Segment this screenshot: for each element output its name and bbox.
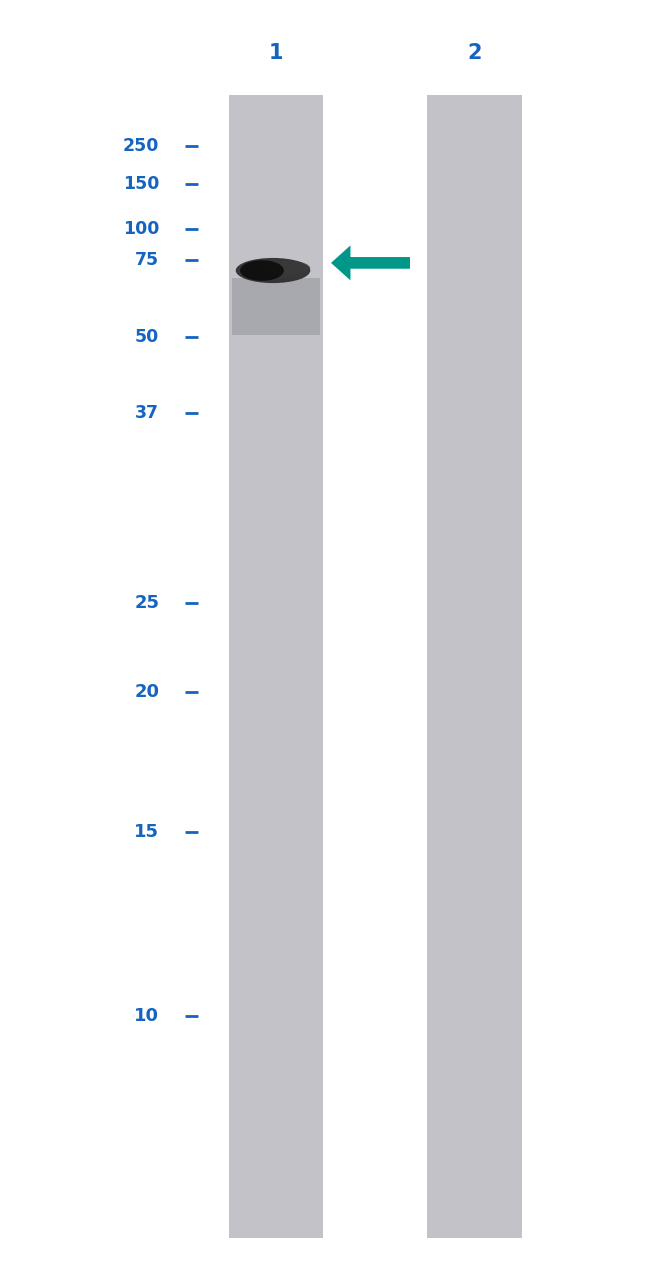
Text: 37: 37 (135, 404, 159, 422)
Bar (428, 95, 521, 1238)
Text: 50: 50 (135, 328, 159, 345)
Text: 250: 250 (123, 137, 159, 155)
Text: 20: 20 (135, 683, 159, 701)
Bar (229, 95, 324, 1238)
Ellipse shape (236, 258, 310, 283)
Text: 15: 15 (135, 823, 159, 841)
Bar (233, 278, 320, 335)
Ellipse shape (262, 260, 310, 276)
Text: 10: 10 (135, 1007, 159, 1025)
Text: 25: 25 (135, 594, 159, 612)
Text: 1: 1 (269, 43, 283, 64)
Text: 100: 100 (123, 220, 159, 237)
Text: 150: 150 (123, 175, 159, 193)
Ellipse shape (240, 260, 284, 281)
Text: 2: 2 (467, 43, 482, 64)
Text: 75: 75 (135, 251, 159, 269)
